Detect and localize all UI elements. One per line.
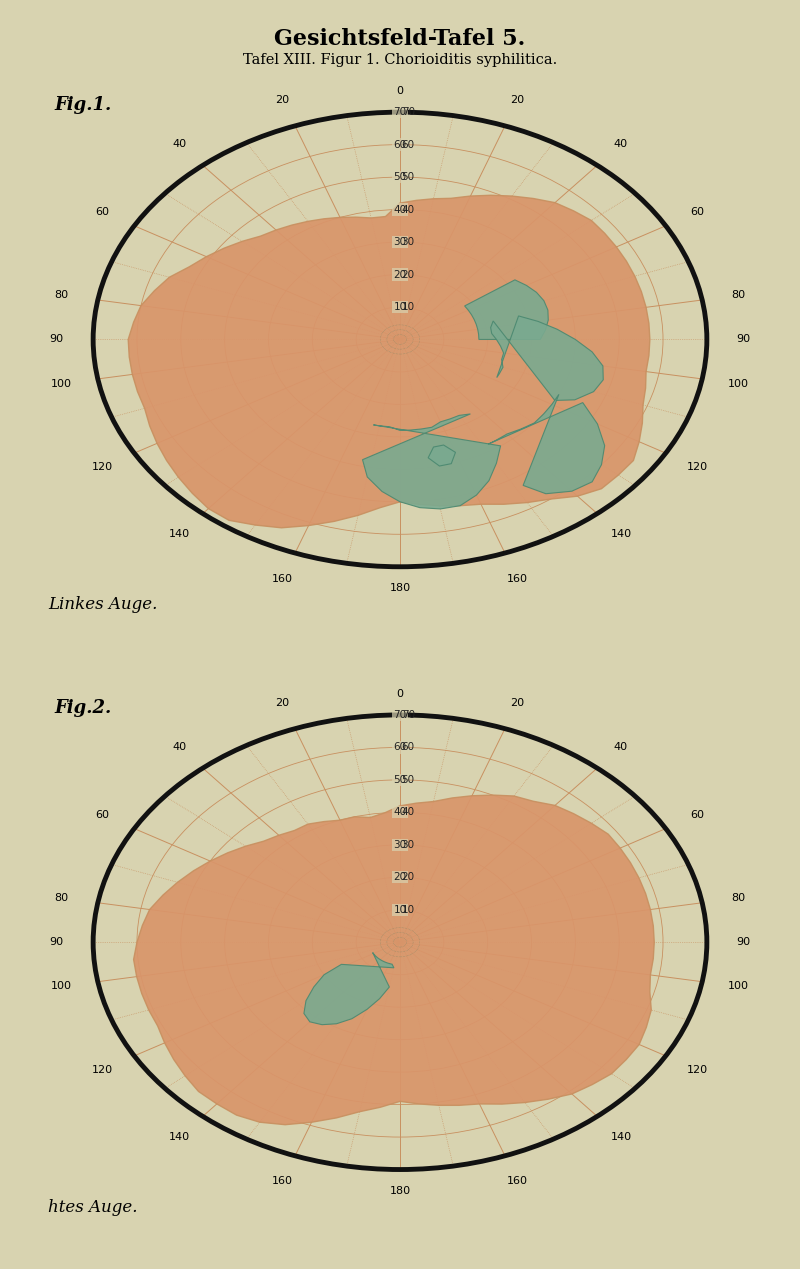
Text: Fig.1.: Fig.1. (54, 96, 111, 114)
Polygon shape (428, 445, 455, 466)
Text: 0: 0 (397, 86, 403, 96)
Text: 50: 50 (402, 775, 414, 784)
Text: 160: 160 (272, 1176, 293, 1187)
Text: 70: 70 (394, 709, 406, 720)
Polygon shape (134, 796, 654, 1124)
Text: 40: 40 (402, 204, 414, 214)
Text: 30: 30 (394, 237, 406, 247)
Text: 0: 0 (397, 689, 403, 699)
Text: 20: 20 (402, 872, 414, 882)
Text: 140: 140 (169, 529, 190, 539)
Text: 120: 120 (687, 1065, 708, 1075)
Text: 60: 60 (95, 810, 110, 820)
Text: 120: 120 (687, 462, 708, 472)
Text: 100: 100 (51, 378, 72, 388)
Text: 40: 40 (172, 742, 186, 753)
Text: 70: 70 (394, 107, 406, 117)
Text: 10: 10 (394, 302, 406, 312)
Text: 30: 30 (402, 840, 414, 850)
Polygon shape (465, 280, 548, 339)
Text: 40: 40 (394, 807, 406, 817)
Text: 100: 100 (51, 981, 72, 991)
Text: 140: 140 (610, 1132, 631, 1142)
Text: 20: 20 (510, 95, 525, 105)
Text: 20: 20 (275, 95, 290, 105)
Text: 90: 90 (737, 335, 750, 344)
Text: Gesichtsfeld-Tafel 5.: Gesichtsfeld-Tafel 5. (274, 28, 526, 49)
Text: Tafel XIII. Figur 1. Chorioiditis syphilitica.: Tafel XIII. Figur 1. Chorioiditis syphil… (243, 53, 557, 67)
Text: 40: 40 (172, 140, 186, 150)
Text: 160: 160 (507, 1176, 528, 1187)
Text: 40: 40 (614, 742, 628, 753)
Text: 120: 120 (92, 462, 113, 472)
Polygon shape (128, 195, 650, 528)
Text: 20: 20 (394, 872, 406, 882)
Text: 40: 40 (394, 204, 406, 214)
Text: 90: 90 (737, 938, 750, 947)
Text: 50: 50 (402, 173, 414, 181)
Text: 80: 80 (54, 291, 69, 301)
Text: 160: 160 (507, 574, 528, 584)
Text: 60: 60 (690, 810, 705, 820)
Text: 30: 30 (394, 840, 406, 850)
Text: 10: 10 (402, 905, 414, 915)
Text: 180: 180 (390, 582, 410, 593)
Text: 180: 180 (390, 1185, 410, 1195)
Text: 80: 80 (731, 893, 746, 904)
Text: 60: 60 (402, 140, 414, 150)
Polygon shape (488, 395, 605, 494)
Text: 50: 50 (394, 173, 406, 181)
Text: 60: 60 (402, 742, 414, 753)
Text: 10: 10 (402, 302, 414, 312)
Text: 80: 80 (54, 893, 69, 904)
Text: 10: 10 (394, 905, 406, 915)
Text: 40: 40 (614, 140, 628, 150)
Text: 70: 70 (402, 107, 414, 117)
Text: htes Auge.: htes Auge. (48, 1199, 138, 1216)
Text: 60: 60 (394, 140, 406, 150)
Text: 90: 90 (50, 335, 63, 344)
Text: 20: 20 (394, 269, 406, 279)
Text: 50: 50 (394, 775, 406, 784)
Text: 60: 60 (95, 207, 110, 217)
Text: 100: 100 (728, 981, 749, 991)
Text: Linkes Auge.: Linkes Auge. (48, 596, 158, 613)
Polygon shape (490, 316, 603, 401)
Text: 90: 90 (50, 938, 63, 947)
Text: 120: 120 (92, 1065, 113, 1075)
Text: 20: 20 (510, 698, 525, 708)
Text: Fig.2.: Fig.2. (54, 699, 111, 717)
Text: 100: 100 (728, 378, 749, 388)
Text: 20: 20 (402, 269, 414, 279)
Text: 40: 40 (402, 807, 414, 817)
Text: 140: 140 (169, 1132, 190, 1142)
Text: 20: 20 (275, 698, 290, 708)
Text: 60: 60 (690, 207, 705, 217)
Text: 70: 70 (402, 709, 414, 720)
Polygon shape (362, 414, 501, 509)
Text: 30: 30 (402, 237, 414, 247)
Text: 80: 80 (731, 291, 746, 301)
Polygon shape (304, 953, 394, 1024)
Text: 160: 160 (272, 574, 293, 584)
Text: 60: 60 (394, 742, 406, 753)
Text: 140: 140 (610, 529, 631, 539)
